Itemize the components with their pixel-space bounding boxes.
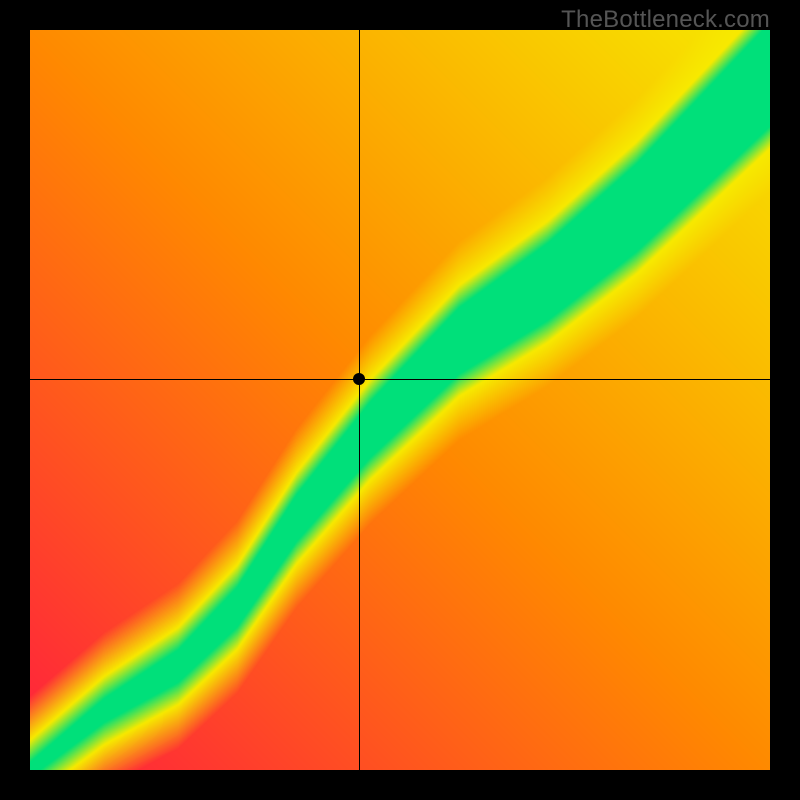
crosshair-horizontal	[30, 379, 770, 380]
chart-area	[30, 30, 770, 770]
crosshair-vertical	[359, 30, 360, 770]
watermark-text: TheBottleneck.com	[561, 6, 770, 34]
heatmap-canvas	[30, 30, 770, 770]
marker-dot	[353, 373, 365, 385]
chart-container: TheBottleneck.com	[0, 0, 800, 800]
